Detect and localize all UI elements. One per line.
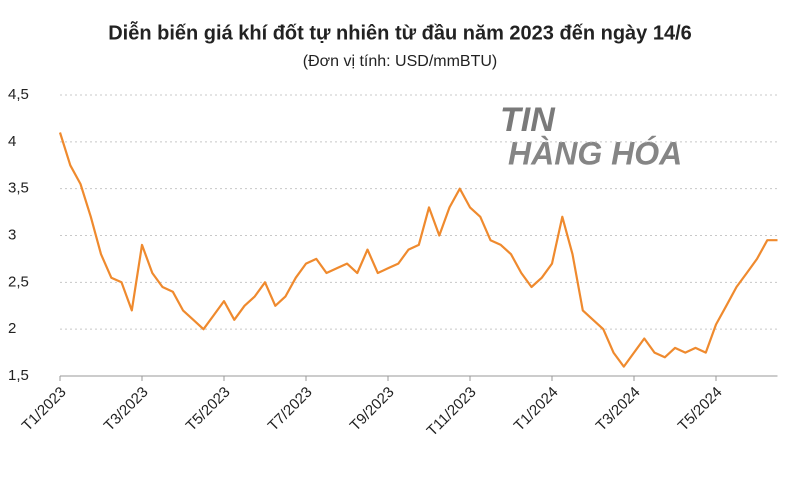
watermark: TIN — [500, 101, 556, 139]
watermark: HÀNG HÓA — [508, 135, 682, 171]
chart-title: Diễn biến giá khí đốt tự nhiên từ đầu nă… — [108, 20, 692, 44]
y-tick-label: 1,5 — [8, 367, 29, 384]
x-tick-label: T9/2023 — [347, 384, 398, 435]
x-tick-label: T1/2024 — [511, 384, 562, 435]
y-tick-label: 4 — [8, 133, 16, 150]
x-tick-label: T7/2023 — [265, 384, 316, 435]
x-tick-label: T5/2024 — [675, 384, 726, 435]
x-tick-label: T5/2023 — [183, 384, 234, 435]
x-tick-label: T3/2024 — [593, 384, 644, 435]
x-tick-label: T1/2023 — [19, 384, 70, 435]
x-tick-label: T11/2023 — [424, 384, 480, 440]
chart-subtitle: (Đơn vị tính: USD/mmBTU) — [303, 53, 498, 70]
y-tick-label: 3 — [8, 226, 16, 243]
y-tick-label: 2,5 — [8, 273, 29, 290]
y-tick-label: 3,5 — [8, 180, 29, 197]
y-tick-label: 4,5 — [8, 86, 29, 103]
x-tick-label: T3/2023 — [101, 384, 152, 435]
y-tick-label: 2 — [8, 320, 16, 337]
line — [58, 132, 778, 368]
